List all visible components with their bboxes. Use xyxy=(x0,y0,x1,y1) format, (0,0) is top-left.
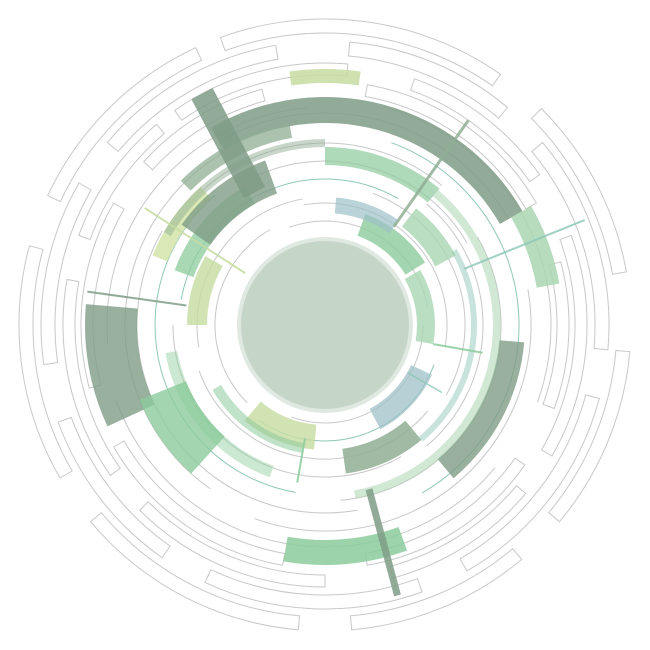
radial-spoke xyxy=(433,343,483,354)
radial-spoke xyxy=(87,290,187,307)
radial-spoke xyxy=(392,119,470,228)
outline-segment xyxy=(349,547,523,631)
thin-arc xyxy=(372,192,466,396)
outline-segment xyxy=(78,123,166,241)
filled-segment xyxy=(437,340,525,479)
outline-segment xyxy=(139,501,326,588)
filled-segment xyxy=(511,206,560,288)
thin-arc xyxy=(115,400,496,548)
outline-segment xyxy=(40,182,92,366)
outline-segment xyxy=(57,416,171,559)
outline-segment xyxy=(142,88,266,171)
filled-segment xyxy=(85,304,155,427)
filled-segment xyxy=(165,351,274,478)
outline-segment xyxy=(540,234,588,457)
center-hub xyxy=(237,237,413,413)
outline-segment xyxy=(347,41,509,119)
outline-segment xyxy=(531,141,610,351)
thin-arc xyxy=(154,194,296,493)
radial-spoke xyxy=(144,207,246,275)
filled-segment xyxy=(354,190,501,499)
outline-segment xyxy=(62,278,121,476)
filled-segment xyxy=(180,124,293,191)
filled-segment xyxy=(418,249,477,442)
filled-segment xyxy=(357,214,426,275)
radial-spoke xyxy=(296,438,307,483)
filled-segment xyxy=(325,147,440,203)
filled-segment xyxy=(283,527,408,566)
thin-arc xyxy=(254,289,532,532)
filled-segment xyxy=(342,420,422,474)
filled-segment xyxy=(187,256,223,325)
thin-arc xyxy=(426,203,484,447)
filled-segment xyxy=(244,401,317,450)
outline-segment xyxy=(106,44,279,153)
outline-segment xyxy=(389,484,527,579)
outline-segment xyxy=(47,47,203,203)
filled-segment xyxy=(212,385,305,454)
outline-segment xyxy=(459,394,600,572)
filled-segment xyxy=(334,197,399,234)
outline-segment xyxy=(547,349,631,523)
radial-spoke xyxy=(365,488,401,597)
filled-segment xyxy=(404,270,435,345)
outline-segment xyxy=(542,261,570,410)
outline-segment xyxy=(113,440,286,566)
outline-segment xyxy=(204,569,423,610)
spoke-layer xyxy=(87,88,585,597)
radial-spoke xyxy=(463,219,585,270)
outline-segment xyxy=(18,245,73,479)
thin-arc xyxy=(214,229,271,404)
outline-segment xyxy=(530,107,627,275)
thin-arc xyxy=(172,324,402,478)
filled-segment xyxy=(289,68,361,86)
filled-band-layer xyxy=(85,68,560,566)
filled-segment xyxy=(152,186,212,262)
outline-segment xyxy=(89,511,301,631)
filled-segment xyxy=(369,365,432,430)
outline-segment xyxy=(219,18,502,87)
outline-segment xyxy=(409,78,541,183)
filled-segment xyxy=(211,96,523,224)
filled-segment xyxy=(139,381,225,474)
radial-spoke xyxy=(406,371,443,394)
radial-spoke xyxy=(191,88,266,199)
filled-segment xyxy=(401,208,456,267)
